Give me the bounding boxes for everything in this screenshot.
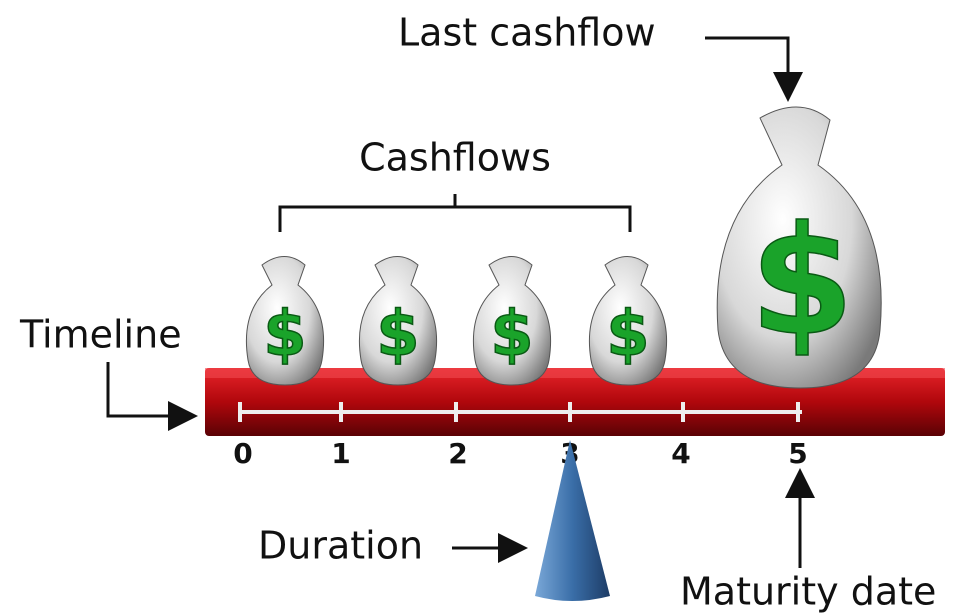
bag: $ [358, 256, 438, 386]
label-maturity-date: Maturity date [680, 570, 936, 614]
bag: $ [245, 256, 325, 386]
arrow [705, 36, 803, 102]
bag-symbol: $ [263, 297, 306, 370]
timeline-tick-marks [238, 402, 800, 422]
bag: $ [716, 106, 882, 389]
timeline-tick-label: 4 [671, 437, 690, 470]
fulcrum [535, 440, 610, 601]
bag-symbol: $ [490, 297, 533, 370]
label-duration: Duration [258, 524, 423, 568]
bag: $ [472, 256, 552, 386]
timeline-tick-label: 5 [788, 437, 807, 470]
arrow [106, 362, 198, 431]
timeline-tick-label: 1 [331, 437, 350, 470]
plank-top [205, 368, 945, 378]
label-last-cashflow: Last cashflow [398, 11, 656, 55]
timeline-tick-label: 2 [448, 437, 467, 470]
bag-symbol: $ [750, 195, 854, 369]
label-timeline: Timeline [19, 313, 182, 357]
bag-symbol: $ [376, 297, 419, 370]
bracket [278, 194, 632, 232]
bag-symbol: $ [606, 297, 649, 370]
timeline-tick-label: 0 [233, 437, 252, 470]
bag: $ [588, 256, 668, 386]
label-cashflows: Cashflows [359, 136, 551, 180]
